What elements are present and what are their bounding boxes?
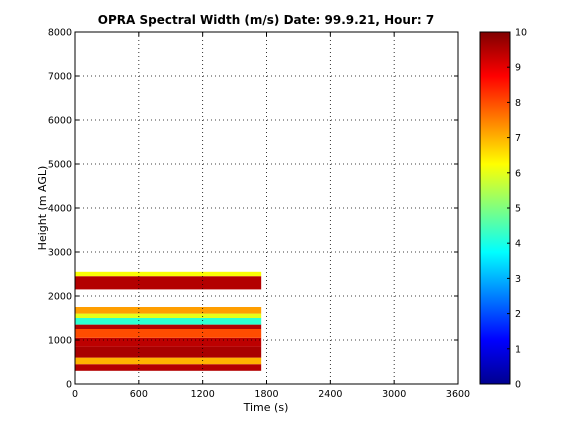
x-tick-label: 3000 bbox=[382, 389, 406, 400]
y-tick-label: 1000 bbox=[48, 336, 72, 347]
colorbar-tick-label: 5 bbox=[515, 204, 521, 215]
x-axis-label: Time (s) bbox=[243, 401, 289, 414]
data-band-5 bbox=[75, 324, 262, 329]
x-tick-label: 2400 bbox=[318, 389, 342, 400]
colorbar-ticks: 0 1 2 3 4 5 6 7 8 9 10 bbox=[507, 28, 527, 391]
grid-lines bbox=[75, 32, 458, 384]
x-axis: 0 600 1200 1800 2400 3000 3600 bbox=[72, 32, 470, 400]
colorbar-tick-label: 9 bbox=[515, 63, 521, 74]
chart-title: OPRA Spectral Width (m/s) Date: 99.9.21,… bbox=[98, 13, 434, 27]
x-tick-label: 1800 bbox=[254, 389, 278, 400]
colorbar-tick-label: 0 bbox=[515, 380, 521, 391]
y-tick-label: 6000 bbox=[48, 116, 72, 127]
y-tick-label: 2000 bbox=[48, 292, 72, 303]
y-tick-label: 7000 bbox=[48, 72, 72, 83]
colorbar-tick-label: 4 bbox=[515, 239, 521, 250]
x-tick-label: 1200 bbox=[191, 389, 215, 400]
y-tick-label: 8000 bbox=[48, 28, 72, 39]
data-band-9 bbox=[75, 276, 262, 290]
colorbar-gradient bbox=[479, 31, 511, 385]
data-band-0 bbox=[75, 364, 262, 371]
data-band-2 bbox=[75, 346, 262, 358]
colorbar-tick-label: 7 bbox=[515, 133, 521, 144]
y-axis-label: Height (m AGL) bbox=[36, 166, 49, 251]
plot-area: 0 600 1200 1800 2400 3000 3600 0 1000 2000 3000 40… bbox=[48, 28, 470, 401]
x-tick-label: 3600 bbox=[446, 389, 470, 400]
x-tick-label: 600 bbox=[130, 389, 148, 400]
colorbar-tick-label: 6 bbox=[515, 168, 521, 179]
data-band-8 bbox=[75, 307, 262, 314]
data-band-10 bbox=[75, 271, 262, 277]
colorbar-tick-label: 10 bbox=[515, 28, 527, 39]
x-tick-label: 0 bbox=[72, 389, 78, 400]
data-band-7 bbox=[75, 313, 262, 318]
y-tick-label: 5000 bbox=[48, 160, 72, 171]
y-axis: 0 1000 2000 3000 4000 5000 6000 7000 8000 bbox=[48, 28, 458, 391]
y-tick-label: 4000 bbox=[48, 204, 72, 215]
y-tick-label: 3000 bbox=[48, 248, 72, 259]
data-band-3 bbox=[75, 337, 262, 347]
colorbar-tick-label: 2 bbox=[515, 309, 521, 320]
data-band-1 bbox=[75, 357, 262, 365]
colorbar-tick-label: 1 bbox=[515, 344, 521, 355]
data-bands bbox=[75, 271, 262, 371]
colorbar-tick-label: 3 bbox=[515, 274, 521, 285]
colorbar: 0 1 2 3 4 5 6 7 8 9 10 bbox=[479, 28, 527, 391]
colorbar-tick-label: 8 bbox=[515, 98, 521, 109]
data-band-6 bbox=[75, 318, 262, 325]
y-tick-label: 0 bbox=[66, 380, 72, 391]
data-band-4 bbox=[75, 329, 262, 338]
